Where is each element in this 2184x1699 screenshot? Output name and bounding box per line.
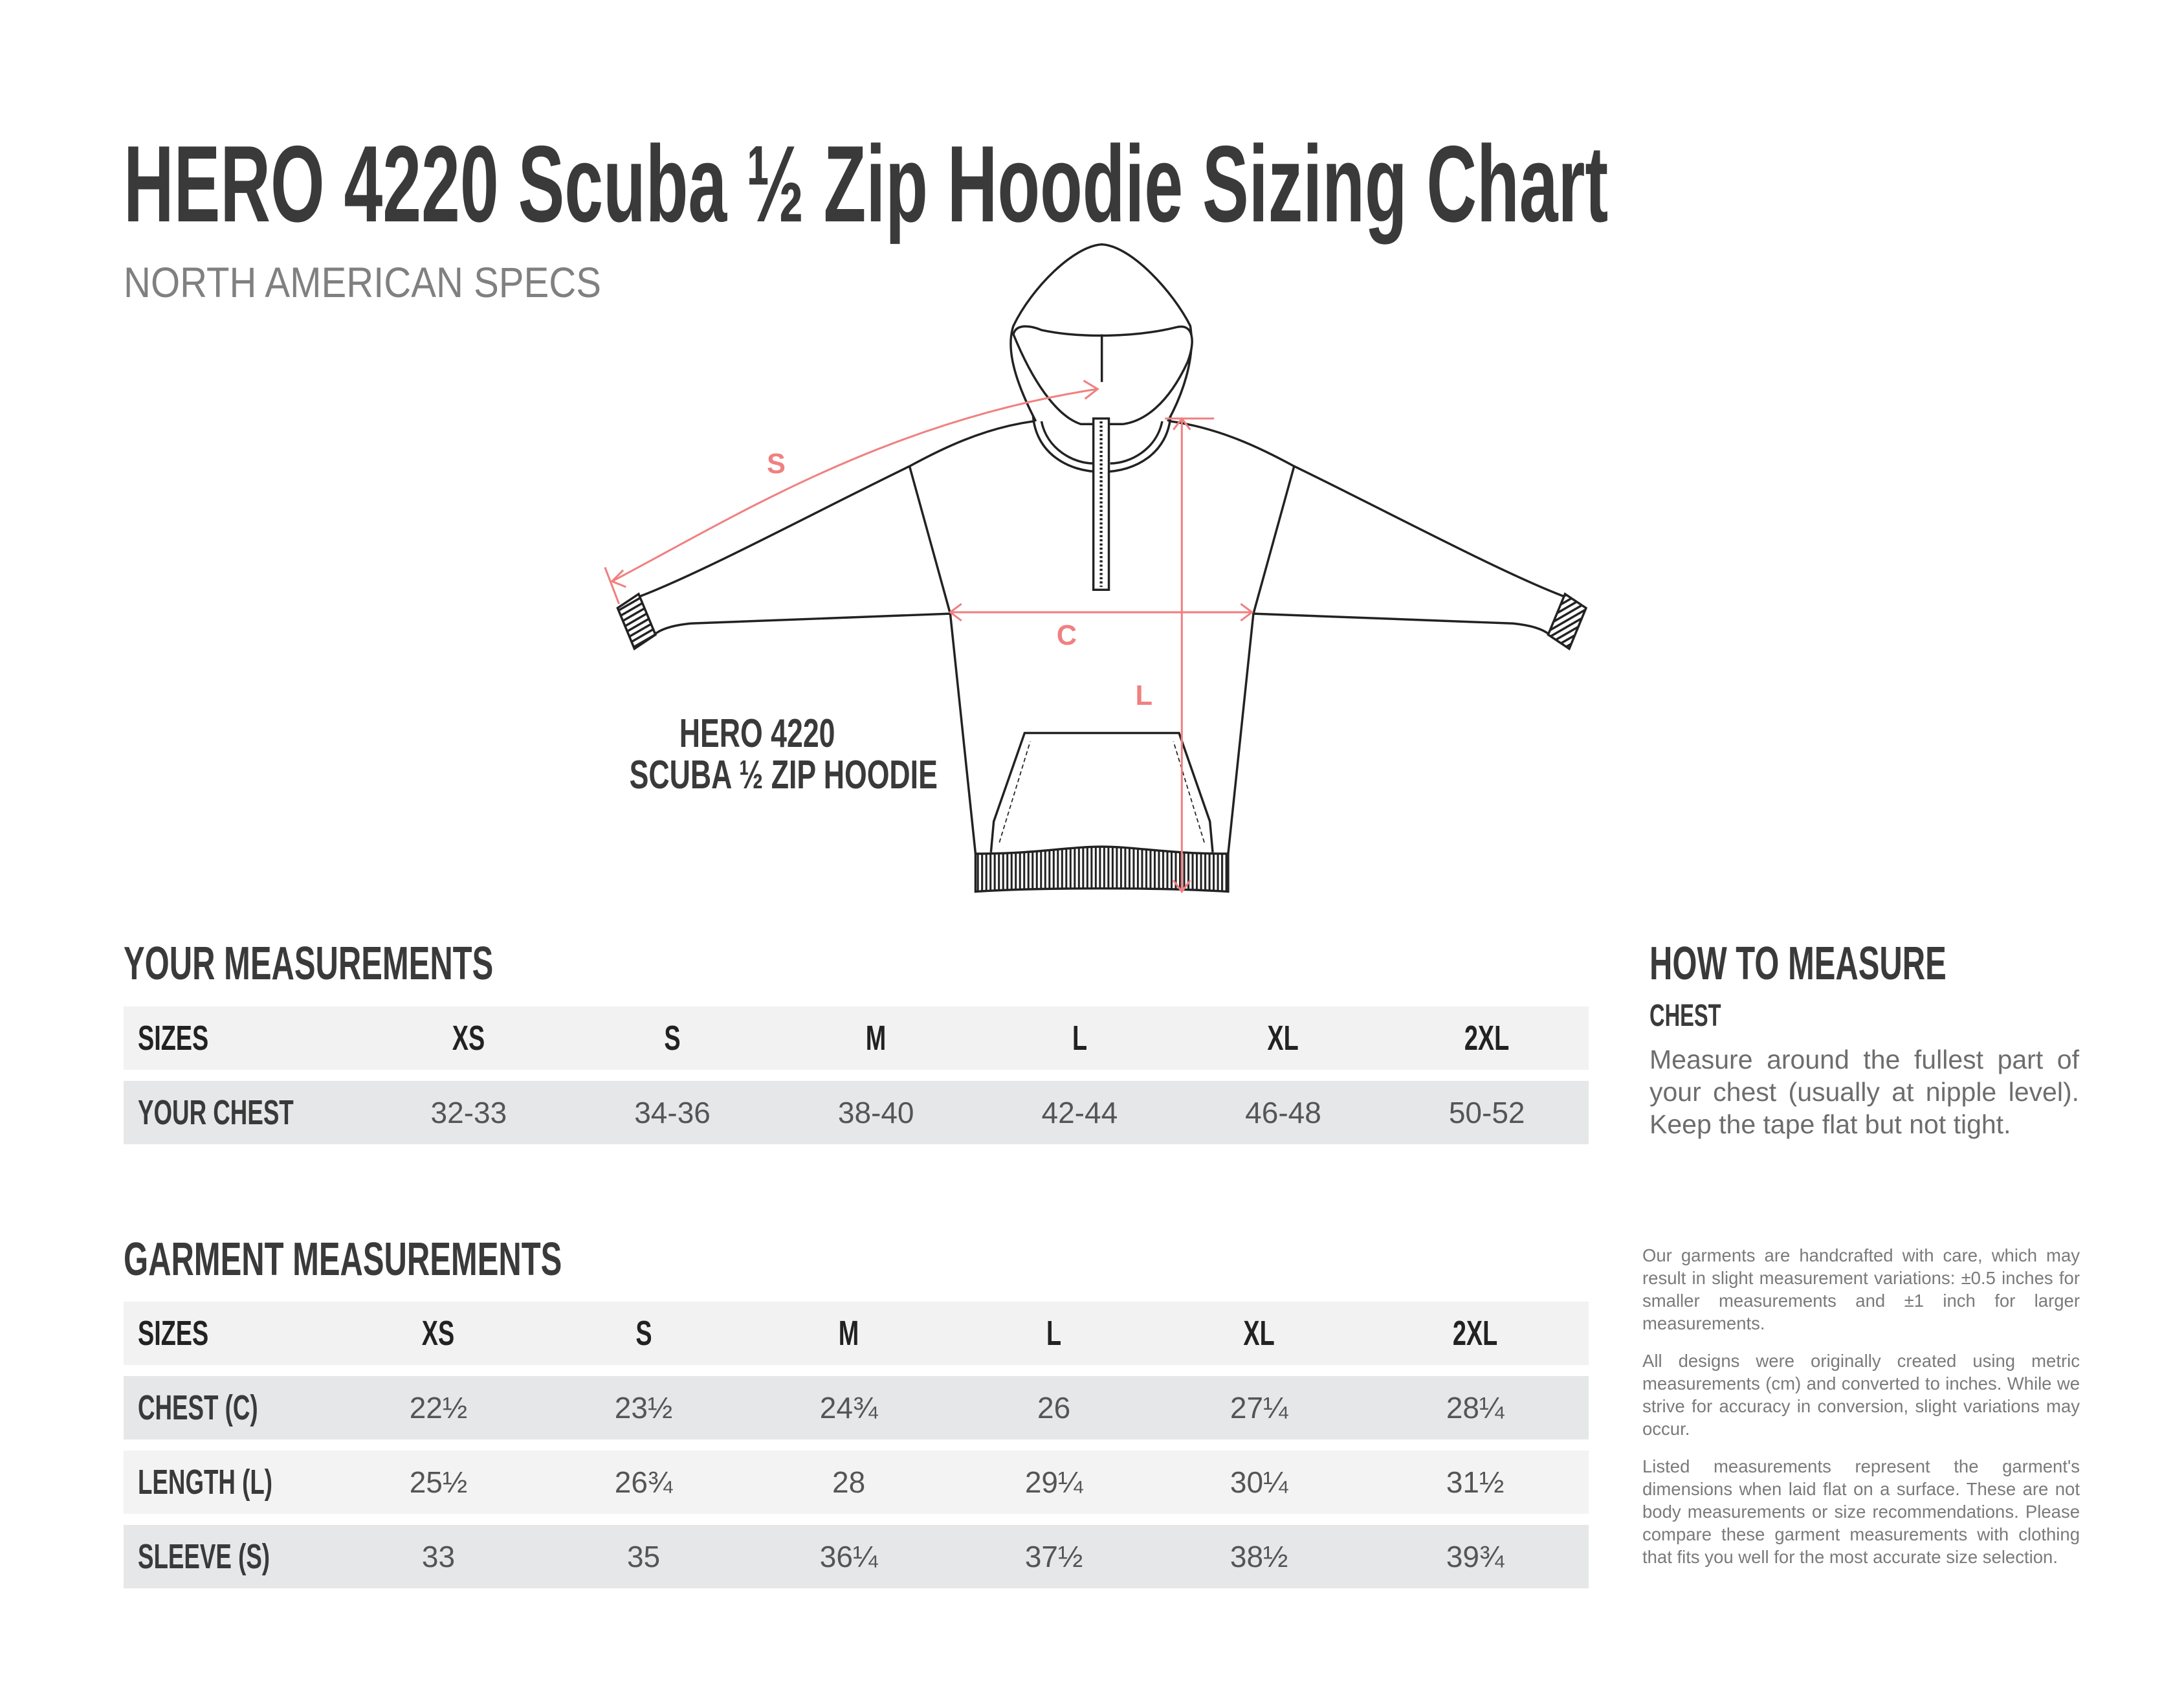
- table-cell: 28: [746, 1450, 952, 1514]
- how-to-measure-text: Measure around the fullest part of your …: [1649, 1045, 2079, 1139]
- header-cell: M: [746, 1302, 952, 1365]
- table-cell: 31½: [1362, 1450, 1589, 1514]
- table-cell: 35: [541, 1525, 747, 1588]
- fine-print-paragraph: Listed measurements represent the garmen…: [1642, 1456, 2080, 1567]
- table-header-row: SIZES XS S M L XL 2XL: [124, 1006, 1589, 1070]
- table-cell: 42-44: [978, 1081, 1182, 1144]
- table-cell: 33: [335, 1525, 541, 1588]
- sleeve-measure-line: [611, 388, 1098, 583]
- page-title: HERO 4220 Scuba ½ Zip Hoodie Sizing Char…: [124, 123, 1609, 245]
- your-measurements-table: SIZES XS S M L XL 2XL YOUR CHEST 32-33 3…: [124, 995, 1589, 1155]
- header-cell: 2XL: [1362, 1302, 1589, 1365]
- table-cell: 26: [951, 1376, 1157, 1439]
- chest-label: C: [1057, 620, 1077, 651]
- your-measurements-heading: YOUR MEASUREMENTS: [124, 938, 494, 990]
- table-cell: 46-48: [1181, 1081, 1385, 1144]
- header-cell: XL: [1156, 1302, 1362, 1365]
- garment-measurements-table: SIZES XS S M L XL 2XL CHEST (C) 22½ 23½ …: [124, 1291, 1589, 1599]
- how-to-measure-subheading: CHEST: [1649, 999, 1721, 1033]
- fine-print: Our garments are handcrafted with care, …: [1642, 1244, 2080, 1583]
- table-cell: 50-52: [1385, 1081, 1589, 1144]
- table-cell: 27¼: [1156, 1376, 1362, 1439]
- table-cell: 38-40: [774, 1081, 978, 1144]
- fine-print-paragraph: All designs were originally created usin…: [1642, 1351, 2080, 1439]
- garment-measurements-heading: GARMENT MEASUREMENTS: [124, 1234, 562, 1285]
- table-header-row: SIZES XS S M L XL 2XL: [124, 1302, 1589, 1365]
- header-cell: SIZES: [124, 1302, 336, 1365]
- table-cell: 39¾: [1362, 1525, 1589, 1588]
- hoodie-outline: [616, 243, 1588, 893]
- header-cell: L: [951, 1302, 1157, 1365]
- length-label: L: [1136, 680, 1153, 711]
- sleeve-label: S: [767, 449, 786, 480]
- table-row: YOUR CHEST 32-33 34-36 38-40 42-44 46-48…: [124, 1081, 1589, 1144]
- header-cell: XS: [367, 1006, 571, 1070]
- header-cell: SIZES: [124, 1006, 368, 1070]
- page-subtitle: NORTH AMERICAN SPECS: [124, 258, 601, 306]
- table-cell: 25½: [335, 1450, 541, 1514]
- table-cell: 32-33: [367, 1081, 571, 1144]
- table-cell: 26¾: [541, 1450, 747, 1514]
- table-row: SLEEVE (S) 33 35 36¼ 37½ 38½ 39¾: [124, 1525, 1589, 1588]
- measurement-lines: [604, 379, 1254, 894]
- row-label: CHEST (C): [124, 1376, 336, 1439]
- table-cell: 29¼: [951, 1450, 1157, 1514]
- header-cell: S: [541, 1302, 747, 1365]
- fine-print-paragraph: Our garments are handcrafted with care, …: [1642, 1245, 2080, 1333]
- table-cell: 34-36: [570, 1081, 775, 1144]
- how-to-measure-heading: HOW TO MEASURE: [1649, 938, 1947, 990]
- table-row: LENGTH (L) 25½ 26¾ 28 29¼ 30¼ 31½: [124, 1450, 1589, 1514]
- table-cell: 30¼: [1156, 1450, 1362, 1514]
- product-caption-line2: SCUBA ½ ZIP HOODIE: [629, 753, 938, 797]
- table-row: CHEST (C) 22½ 23½ 24¾ 26 27¼ 28¼: [124, 1376, 1589, 1439]
- table-cell: 36¼: [746, 1525, 952, 1588]
- header-cell: 2XL: [1385, 1006, 1589, 1070]
- header-cell: M: [774, 1006, 978, 1070]
- row-label: SLEEVE (S): [124, 1525, 336, 1588]
- header-cell: L: [978, 1006, 1182, 1070]
- table-cell: 28¼: [1362, 1376, 1589, 1439]
- table-cell: 24¾: [746, 1376, 952, 1439]
- row-label: YOUR CHEST: [124, 1081, 368, 1144]
- table-cell: 37½: [951, 1525, 1157, 1588]
- header-cell: S: [570, 1006, 775, 1070]
- header-cell: XL: [1181, 1006, 1385, 1070]
- row-label: LENGTH (L): [124, 1450, 336, 1514]
- header-cell: XS: [335, 1302, 541, 1365]
- table-cell: 22½: [335, 1376, 541, 1439]
- product-caption-line1: HERO 4220: [679, 711, 835, 756]
- table-cell: 38½: [1156, 1525, 1362, 1588]
- table-cell: 23½: [541, 1376, 747, 1439]
